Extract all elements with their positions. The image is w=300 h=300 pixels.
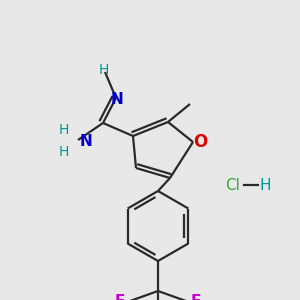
Text: N: N xyxy=(111,92,123,106)
Text: H: H xyxy=(59,123,69,137)
Text: Cl: Cl xyxy=(226,178,240,193)
Text: F: F xyxy=(191,293,201,300)
Text: N: N xyxy=(80,134,93,148)
Text: H: H xyxy=(59,145,69,159)
Text: H: H xyxy=(259,178,271,193)
Text: H: H xyxy=(99,63,109,77)
Text: O: O xyxy=(193,133,207,151)
Text: F: F xyxy=(115,293,125,300)
